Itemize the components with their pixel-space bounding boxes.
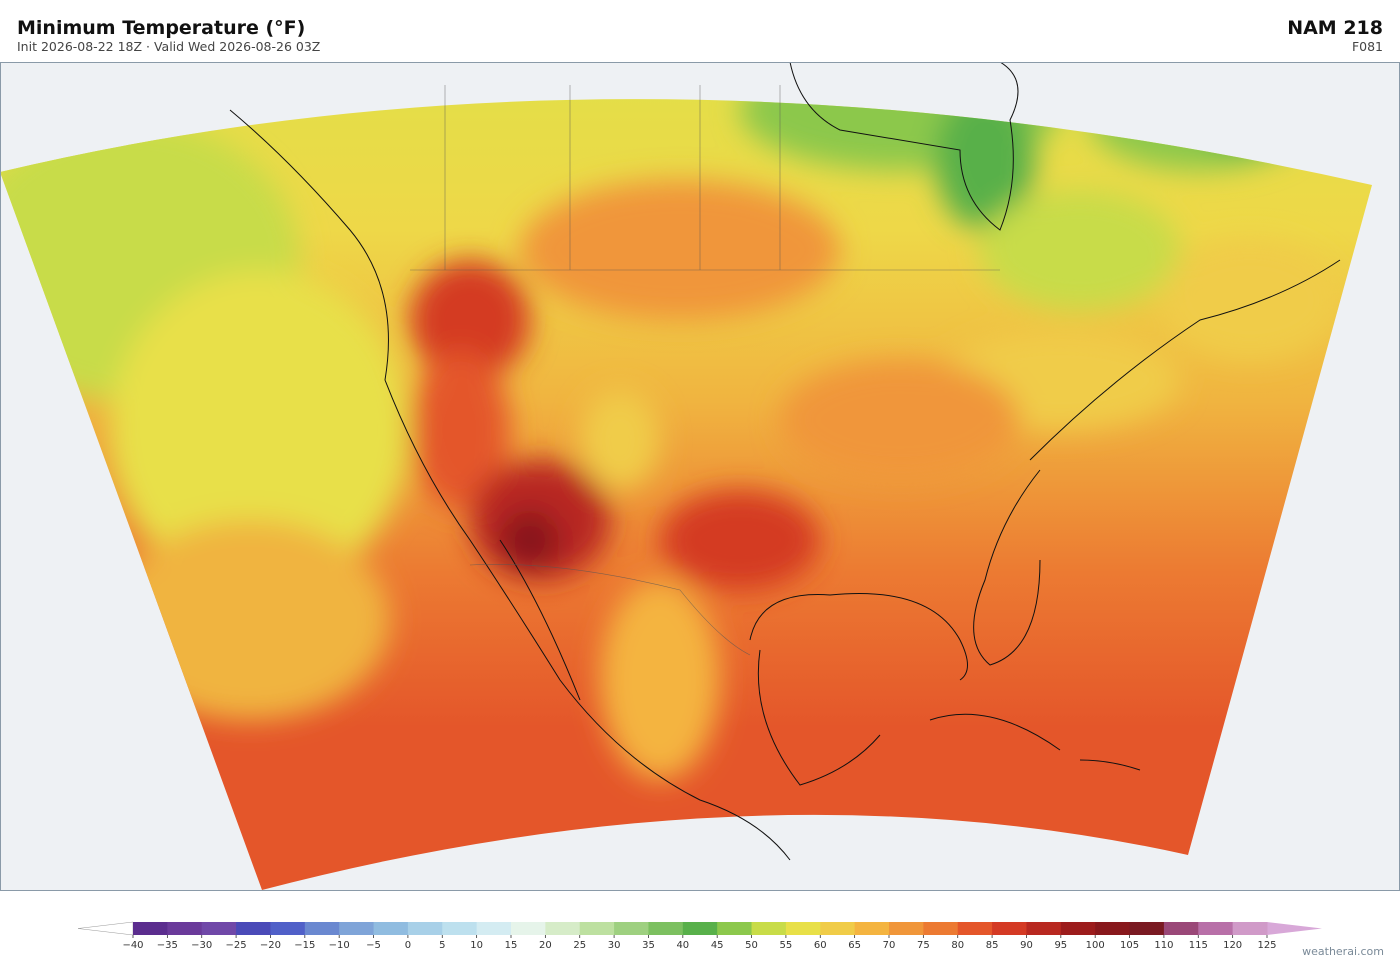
colorbar-segment (682, 922, 718, 935)
colorbar-segment (1232, 922, 1268, 935)
colorbar-segment (751, 922, 787, 935)
borders (410, 85, 1000, 656)
colorbar-tick-label: 75 (917, 940, 930, 951)
colorbar-tick-label: −10 (329, 940, 350, 951)
colorbar-segment (476, 922, 512, 935)
colorbar-tick-label: 60 (814, 940, 827, 951)
colorbar-tick-label: 65 (848, 940, 861, 951)
colorbar-tick-label: 15 (505, 940, 518, 951)
colorbar-tick-label: −35 (157, 940, 178, 951)
map (0, 62, 1400, 891)
colorbar-tick-label: 90 (1020, 940, 1033, 951)
colorbar-segment (889, 922, 924, 935)
colorbar-tick-label: −15 (294, 940, 315, 951)
colorbar-tick-label: −40 (122, 940, 143, 951)
colorbar-segment (201, 922, 237, 935)
model-name: NAM 218 (1287, 17, 1383, 39)
colorbar-tick-label: 110 (1154, 940, 1173, 951)
colorbar-segment (373, 922, 409, 935)
colorbar-tick-label: 95 (1054, 940, 1067, 951)
colorbar-segment (304, 922, 340, 935)
forecast-hour: F081 (1352, 39, 1383, 54)
colorbar: −40 −35 −30 −25 −20 −15 −10 −5 0 5 10 15 20 25 30 35 40 4… (77, 921, 1322, 951)
colorbar-tick-label: 45 (711, 940, 724, 951)
subtitle: Init 2026-08-22 18Z · Valid Wed 2026-08-… (17, 39, 320, 54)
colorbar-segment (133, 922, 168, 935)
colorbar-tick-label: −25 (226, 940, 247, 951)
colorbar-tick-label: 115 (1189, 940, 1208, 951)
colorbar-tick-label: 30 (608, 940, 621, 951)
colorbar-segment (717, 922, 753, 935)
colorbar-tick-label: 120 (1223, 940, 1242, 951)
colorbar-tick-label: 50 (745, 940, 758, 951)
colorbar-tick-label: 80 (951, 940, 964, 951)
colorbar-segment (236, 922, 271, 935)
colorbar-segment (339, 922, 375, 935)
colorbar-tick-label: −30 (191, 940, 212, 951)
colorbar-tick-label: 0 (405, 940, 411, 951)
colorbar-tick-label: 40 (676, 940, 689, 951)
colorbar-segment (614, 922, 649, 935)
colorbar-segment (270, 922, 306, 935)
colorbar-tick-label: 35 (642, 940, 655, 951)
title: Minimum Temperature (°F) (17, 17, 305, 39)
colorbar-segment (545, 922, 581, 935)
colorbar-segment (167, 922, 203, 935)
colorbar-segment (442, 922, 478, 935)
colorbar-segment (1060, 922, 1096, 935)
colorbar-segment (1026, 922, 1062, 935)
colorbar-tick-label: 100 (1086, 940, 1105, 951)
coastlines (229, 62, 1341, 861)
colorbar-over (1267, 922, 1322, 935)
colorbar-segment (407, 922, 443, 935)
colorbar-segment (511, 922, 546, 935)
colorbar-tick-label: 55 (780, 940, 793, 951)
colorbar-segment (1129, 922, 1165, 935)
colorbar-segment (854, 922, 890, 935)
colorbar-segment (992, 922, 1027, 935)
colorbar-segment (820, 922, 856, 935)
colorbar-tick-label: 85 (986, 940, 999, 951)
colorbar-segment (1163, 922, 1199, 935)
colorbar-tick-label: 105 (1120, 940, 1139, 951)
colorbar-segment (785, 922, 821, 935)
colorbar-tick-label: 70 (883, 940, 896, 951)
colorbar-segment (1095, 922, 1131, 935)
watermark: weatherai.com (1302, 945, 1384, 958)
colorbar-tick-label: −20 (260, 940, 281, 951)
colorbar-segment (1198, 922, 1234, 935)
colorbar-tick-label: 125 (1257, 940, 1276, 951)
colorbar-tick-label: −5 (366, 940, 381, 951)
colorbar-segment (923, 922, 959, 935)
colorbar-under (77, 921, 134, 936)
colorbar-segment (957, 922, 993, 935)
colorbar-segment (648, 922, 684, 935)
colorbar-tick-label: 20 (539, 940, 552, 951)
colorbar-segment (579, 922, 615, 935)
colorbar-tick-label: 10 (470, 940, 483, 951)
colorbar-tick-label: 5 (439, 940, 445, 951)
colorbar-tick-label: 25 (573, 940, 586, 951)
